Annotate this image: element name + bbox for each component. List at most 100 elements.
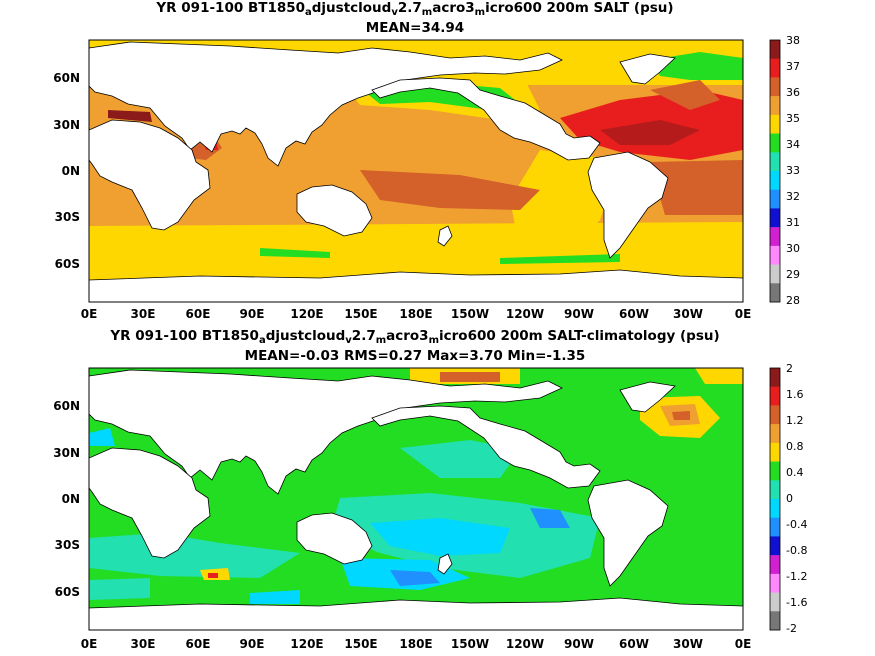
top-title-p7: m xyxy=(474,7,486,18)
bottom-colorbar-swatch-6 xyxy=(770,480,780,500)
bottom-title-p3: v xyxy=(345,335,352,346)
top-colorbar-frame xyxy=(769,39,781,303)
bottom-lat-axis: 60N 30N 0N 30S 60S xyxy=(53,399,80,599)
bottom-lon-10: 60W xyxy=(619,637,649,651)
top-cb-label-8: 30 xyxy=(786,242,800,255)
bottom-lat-60n: 60N xyxy=(53,399,80,413)
bottom-title-p5: m xyxy=(375,335,387,346)
bottom-cb-label-1: 1.6 xyxy=(786,388,804,401)
bottom-title-p2: djustcloud xyxy=(265,328,346,344)
top-lon-3: 90E xyxy=(240,307,265,321)
top-lon-4: 120E xyxy=(290,307,323,321)
bottom-colorbar-swatch-1 xyxy=(770,386,780,406)
top-colorbar xyxy=(769,39,781,303)
top-colorbar-swatch-2 xyxy=(770,77,780,97)
bottom-colorbar-swatch-7 xyxy=(770,499,780,519)
top-colorbar-swatch-6 xyxy=(770,152,780,172)
bottom-cb-label-9: -1.6 xyxy=(786,596,807,609)
bottom-colorbar-swatch-5 xyxy=(770,461,780,481)
top-lon-5: 150E xyxy=(344,307,377,321)
bottom-cb-label-6: -0.4 xyxy=(786,518,807,531)
bottom-lon-7: 150W xyxy=(451,637,489,651)
top-colorbar-swatch-5 xyxy=(770,133,780,153)
bottom-cb-label-7: -0.8 xyxy=(786,544,807,557)
top-lon-0: 0E xyxy=(81,307,98,321)
bottom-title-p7: m xyxy=(428,335,440,346)
top-colorbar-swatch-4 xyxy=(770,114,780,134)
bottom-map-title: YR 091-100 BT1850adjustcloudv2.7macro3mi… xyxy=(0,328,830,346)
bottom-lon-9: 90W xyxy=(564,637,594,651)
bottom-colorbar-swatch-0 xyxy=(770,368,780,388)
top-map-title: YR 091-100 BT1850adjustcloudv2.7macro3mi… xyxy=(0,0,830,18)
top-colorbar-labels: 38 37 36 35 34 33 32 31 30 29 28 xyxy=(786,34,800,307)
bottom-lon-5: 150E xyxy=(344,637,377,651)
bottom-cb-label-3: 0.8 xyxy=(786,440,804,453)
bottom-title-p6: acro3 xyxy=(386,328,429,344)
top-colorbar-swatch-13 xyxy=(770,283,780,303)
top-salt-field xyxy=(89,40,743,302)
top-lat-30n: 30N xyxy=(53,118,80,132)
bottom-cb-label-8: -1.2 xyxy=(786,570,807,583)
bottom-lon-3: 90E xyxy=(240,637,265,651)
top-cb-label-0: 38 xyxy=(786,34,800,47)
bottom-lon-2: 60E xyxy=(186,637,211,651)
top-colorbar-swatch-3 xyxy=(770,96,780,116)
top-lon-8: 120W xyxy=(506,307,544,321)
top-cb-label-3: 35 xyxy=(786,112,800,125)
bottom-colorbar-swatch-8 xyxy=(770,517,780,537)
bottom-colorbar-swatch-13 xyxy=(770,611,780,631)
bottom-lon-12: 0E xyxy=(735,637,752,651)
top-title-p5: m xyxy=(421,7,433,18)
bottom-cb-label-2: 1.2 xyxy=(786,414,804,427)
bottom-lon-8: 120W xyxy=(506,637,544,651)
top-cb-label-7: 31 xyxy=(786,216,800,229)
top-colorbar-swatch-7 xyxy=(770,171,780,191)
top-title-p4: 2.7 xyxy=(397,0,422,16)
bottom-colorbar-swatch-9 xyxy=(770,536,780,556)
top-lat-axis: 60N 30N 0N 30S 60S xyxy=(53,71,80,271)
top-cb-label-4: 34 xyxy=(786,138,800,151)
top-lon-axis: 0E 30E 60E 90E 120E 150E 180E 150W 120W … xyxy=(81,307,752,321)
bottom-colorbar-swatch-12 xyxy=(770,592,780,612)
top-lon-2: 60E xyxy=(186,307,211,321)
top-cb-label-6: 32 xyxy=(786,190,800,203)
bottom-cb-label-10: -2 xyxy=(786,622,797,635)
top-colorbar-swatch-9 xyxy=(770,208,780,228)
top-lon-9: 90W xyxy=(564,307,594,321)
bottom-lat-60s: 60S xyxy=(55,585,80,599)
bottom-cb-label-0: 2 xyxy=(786,362,793,375)
bottom-lon-11: 30W xyxy=(673,637,703,651)
top-title-p1: a xyxy=(305,7,312,18)
top-lat-60s: 60S xyxy=(55,257,80,271)
bottom-map-frame xyxy=(88,367,744,631)
top-colorbar-swatch-0 xyxy=(770,40,780,60)
top-colorbar-swatch-11 xyxy=(770,245,780,265)
top-lat-60n: 60N xyxy=(53,71,80,85)
top-cb-label-1: 37 xyxy=(786,60,800,73)
bottom-lat-30s: 30S xyxy=(55,538,80,552)
top-cb-label-5: 33 xyxy=(786,164,800,177)
top-lon-7: 150W xyxy=(451,307,489,321)
bottom-lon-0: 0E xyxy=(81,637,98,651)
top-lon-6: 180E xyxy=(399,307,432,321)
top-map-stats: MEAN=34.94 xyxy=(365,20,465,36)
top-colorbar-swatch-1 xyxy=(770,58,780,78)
top-cb-label-2: 36 xyxy=(786,86,800,99)
top-title-p3: v xyxy=(391,7,398,18)
bottom-colorbar xyxy=(769,367,781,631)
bottom-title-p1: a xyxy=(258,335,266,346)
top-lat-0n: 0N xyxy=(62,164,80,178)
bottom-title-p4: 2.7 xyxy=(351,328,376,344)
bottom-cb-label-4: 0.4 xyxy=(786,466,804,479)
bottom-colorbar-swatch-10 xyxy=(770,555,780,575)
top-title-p0: YR 091-100 BT1850 xyxy=(156,0,306,16)
bottom-colorbar-swatch-11 xyxy=(770,573,780,593)
top-colorbar-swatch-8 xyxy=(770,189,780,209)
bottom-colorbar-swatch-3 xyxy=(770,424,780,444)
top-lon-10: 60W xyxy=(619,307,649,321)
bottom-map-stats: MEAN=-0.03 RMS=0.27 Max=3.70 Min=-1.35 xyxy=(244,348,586,364)
bottom-lon-6: 180E xyxy=(399,637,432,651)
top-colorbar-swatch-12 xyxy=(770,264,780,284)
top-title-p6: acro3 xyxy=(432,0,475,16)
